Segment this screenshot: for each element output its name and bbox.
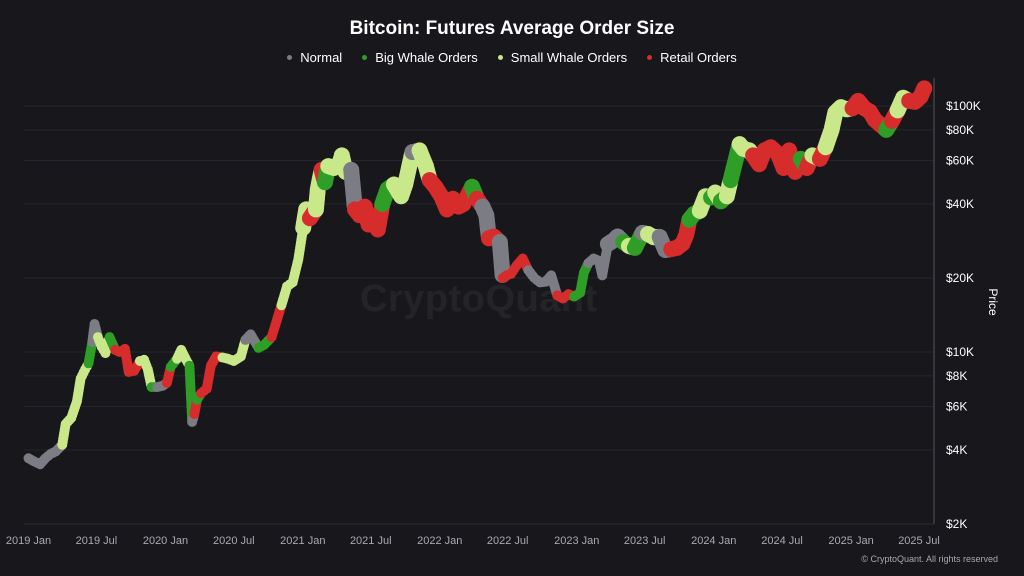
y-tick-label: $10K <box>946 345 974 359</box>
x-tick-label: 2025 Jan <box>828 535 873 547</box>
x-tick-label: 2021 Jul <box>350 535 392 547</box>
scatter-points <box>23 80 933 470</box>
chart-title: Bitcoin: Futures Average Order Size <box>349 18 675 39</box>
legend-label-small-whale: Small Whale Orders <box>510 50 628 65</box>
legend-label-big-whale: Big Whale Orders <box>375 50 478 65</box>
legend-swatch-retail <box>647 55 653 60</box>
y-tick-label: $2K <box>946 517 967 531</box>
y-tick-label: $4K <box>946 443 967 457</box>
legend-item-retail[interactable]: Retail Orders <box>647 50 737 65</box>
x-tick-label: 2019 Jan <box>6 535 51 547</box>
y-tick-label: $80K <box>946 123 974 137</box>
x-tick-label: 2020 Jul <box>213 535 255 547</box>
legend-item-small-whale[interactable]: Small Whale Orders <box>497 50 628 65</box>
x-tick-label: 2022 Jul <box>487 535 529 547</box>
y-tick-label: $6K <box>946 400 967 414</box>
x-tick-label: 2023 Jul <box>624 535 666 547</box>
x-tick-label: 2019 Jul <box>76 535 118 547</box>
legend-item-normal[interactable]: Normal <box>287 50 342 65</box>
copyright-text: © CryptoQuant. All rights reserved <box>861 554 998 564</box>
x-tick-label: 2024 Jul <box>761 535 803 547</box>
y-tick-label: $60K <box>946 154 974 168</box>
y-tick-label: $8K <box>946 369 967 383</box>
data-point <box>916 80 933 97</box>
x-tick-label: 2024 Jan <box>691 535 736 547</box>
chart-legend: Normal Big Whale Orders Small Whale Orde… <box>0 50 1024 65</box>
legend-swatch-big-whale <box>362 55 368 60</box>
x-tick-label: 2025 Jul <box>898 535 940 547</box>
legend-label-normal: Normal <box>300 50 343 65</box>
legend-swatch-small-whale <box>497 55 503 60</box>
x-tick-label: 2021 Jan <box>280 535 325 547</box>
legend-item-big-whale[interactable]: Big Whale Orders <box>362 50 478 65</box>
x-tick-label: 2022 Jan <box>417 535 462 547</box>
legend-swatch-normal <box>287 55 293 60</box>
y-axis-title: Price <box>986 288 1000 316</box>
legend-label-retail: Retail Orders <box>660 50 737 65</box>
x-tick-label: 2023 Jan <box>554 535 599 547</box>
x-tick-label: 2020 Jan <box>143 535 188 547</box>
y-tick-label: $20K <box>946 271 974 285</box>
y-tick-label: $40K <box>946 197 974 211</box>
y-tick-label: $100K <box>946 99 981 113</box>
